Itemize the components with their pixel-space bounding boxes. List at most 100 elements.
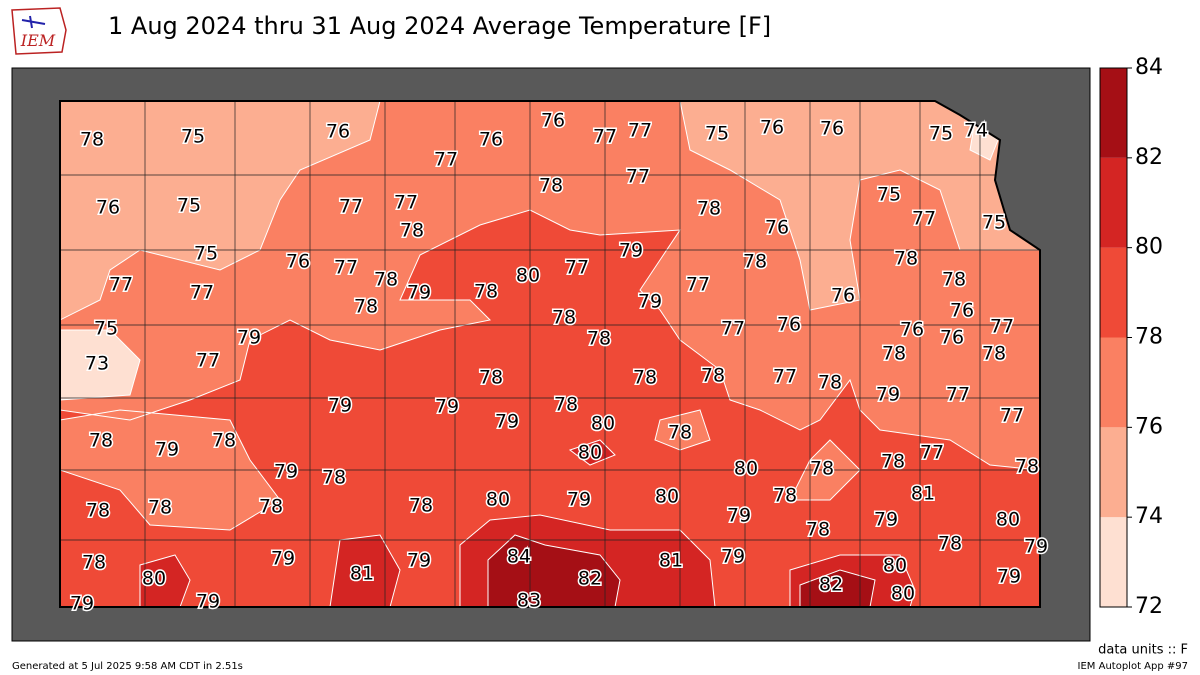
station-value: 75 [194,243,218,265]
colorbar-tick-label: 80 [1135,235,1163,260]
station-value: 77 [565,257,589,279]
station-value: 82 [578,568,602,590]
station-value: 83 [517,590,541,612]
station-value: 79 [567,489,591,511]
station-value: 77 [990,316,1014,338]
station-value: 79 [874,509,898,531]
station-value: 77 [721,318,745,340]
station-value: 80 [883,555,907,577]
station-value: 78 [552,307,576,329]
station-value: 80 [996,509,1020,531]
station-value: 78 [881,451,905,473]
station-value: 78 [400,220,424,242]
station-value: 78 [374,269,398,291]
station-value: 78 [810,458,834,480]
station-value: 78 [259,496,283,518]
station-value: 78 [938,533,962,555]
station-value: 79 [237,327,261,349]
station-value: 78 [1015,456,1039,478]
station-value: 84 [507,546,531,568]
station-value: 75 [181,126,205,148]
station-value: 74 [964,120,988,142]
station-value: 73 [85,353,109,375]
station-value: 79 [619,240,643,262]
station-value: 78 [882,343,906,365]
station-value: 77 [912,208,936,230]
station-value: 75 [94,318,118,340]
station-value: 77 [1000,405,1024,427]
logo-text: IEM [20,31,56,50]
station-value: 77 [628,120,652,142]
station-value: 80 [578,442,602,464]
station-value: 77 [339,196,363,218]
station-value: 76 [831,285,855,307]
station-value: 79 [407,282,431,304]
station-value: 80 [486,489,510,511]
station-value: 78 [479,367,503,389]
station-value: 76 [777,314,801,336]
colorbar-tick-label: 78 [1135,325,1163,350]
station-value: 80 [516,265,540,287]
station-value: 77 [196,350,220,372]
county-lines [60,101,1040,607]
station-value: 79 [876,384,900,406]
station-value: 80 [142,568,166,590]
station-value: 79 [638,291,662,313]
station-value: 78 [894,248,918,270]
station-value: 79 [727,505,751,527]
station-value: 79 [196,591,220,613]
station-value: 80 [591,413,615,435]
station-value: 78 [82,552,106,574]
colorbar-segment [1100,427,1127,518]
station-value: 76 [479,129,503,151]
station-value: 80 [891,583,915,605]
station-value: 76 [820,118,844,140]
station-value: 76 [96,197,120,219]
station-value: 81 [659,550,683,572]
station-value: 77 [686,274,710,296]
station-value: 76 [541,110,565,132]
colorbar-segment [1100,337,1127,428]
station-value: 75 [705,123,729,145]
station-value: 77 [773,366,797,388]
station-value: 78 [212,430,236,452]
station-value: 79 [721,546,745,568]
units-note: data units :: F [1098,643,1188,658]
station-value: 76 [326,121,350,143]
colorbar: 72 74 76 78 80 82 84 [1099,55,1163,619]
station-value: 79 [1024,536,1048,558]
station-value: 79 [274,461,298,483]
station-value: 78 [743,251,767,273]
station-value: 78 [409,495,433,517]
station-value: 79 [997,566,1021,588]
station-value: 75 [929,123,953,145]
station-value: 80 [734,458,758,480]
station-value: 78 [86,500,110,522]
colorbar-tick-label: 82 [1135,145,1163,170]
station-value: 78 [89,430,113,452]
colorbar-segment [1100,68,1127,158]
station-value: 76 [760,117,784,139]
station-value: 78 [80,129,104,151]
station-value: 78 [354,296,378,318]
station-value: 80 [655,486,679,508]
station-value: 78 [806,519,830,541]
colorbar-tick-label: 72 [1135,594,1163,619]
colorbar-segment [1100,247,1127,338]
station-value: 76 [765,217,789,239]
station-value: 78 [818,372,842,394]
station-value: 79 [70,593,94,615]
station-value: 78 [148,497,172,519]
station-value: 75 [177,195,201,217]
colorbar-segment [1100,157,1127,248]
station-value: 77 [394,192,418,214]
contour-fill [487,534,876,607]
station-value: 76 [940,327,964,349]
station-value: 78 [322,467,346,489]
station-value: 81 [911,483,935,505]
station-value: 78 [982,343,1006,365]
logo: IEM [11,7,67,55]
station-value: 77 [334,257,358,279]
colorbar-segment [1100,517,1127,607]
